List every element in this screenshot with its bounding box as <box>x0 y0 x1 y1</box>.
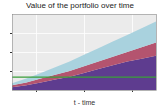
html-text:Value of the portfolio over ti: Value of the portfolio over time <box>26 1 134 10</box>
svg-text:t - time: t - time <box>74 99 95 106</box>
